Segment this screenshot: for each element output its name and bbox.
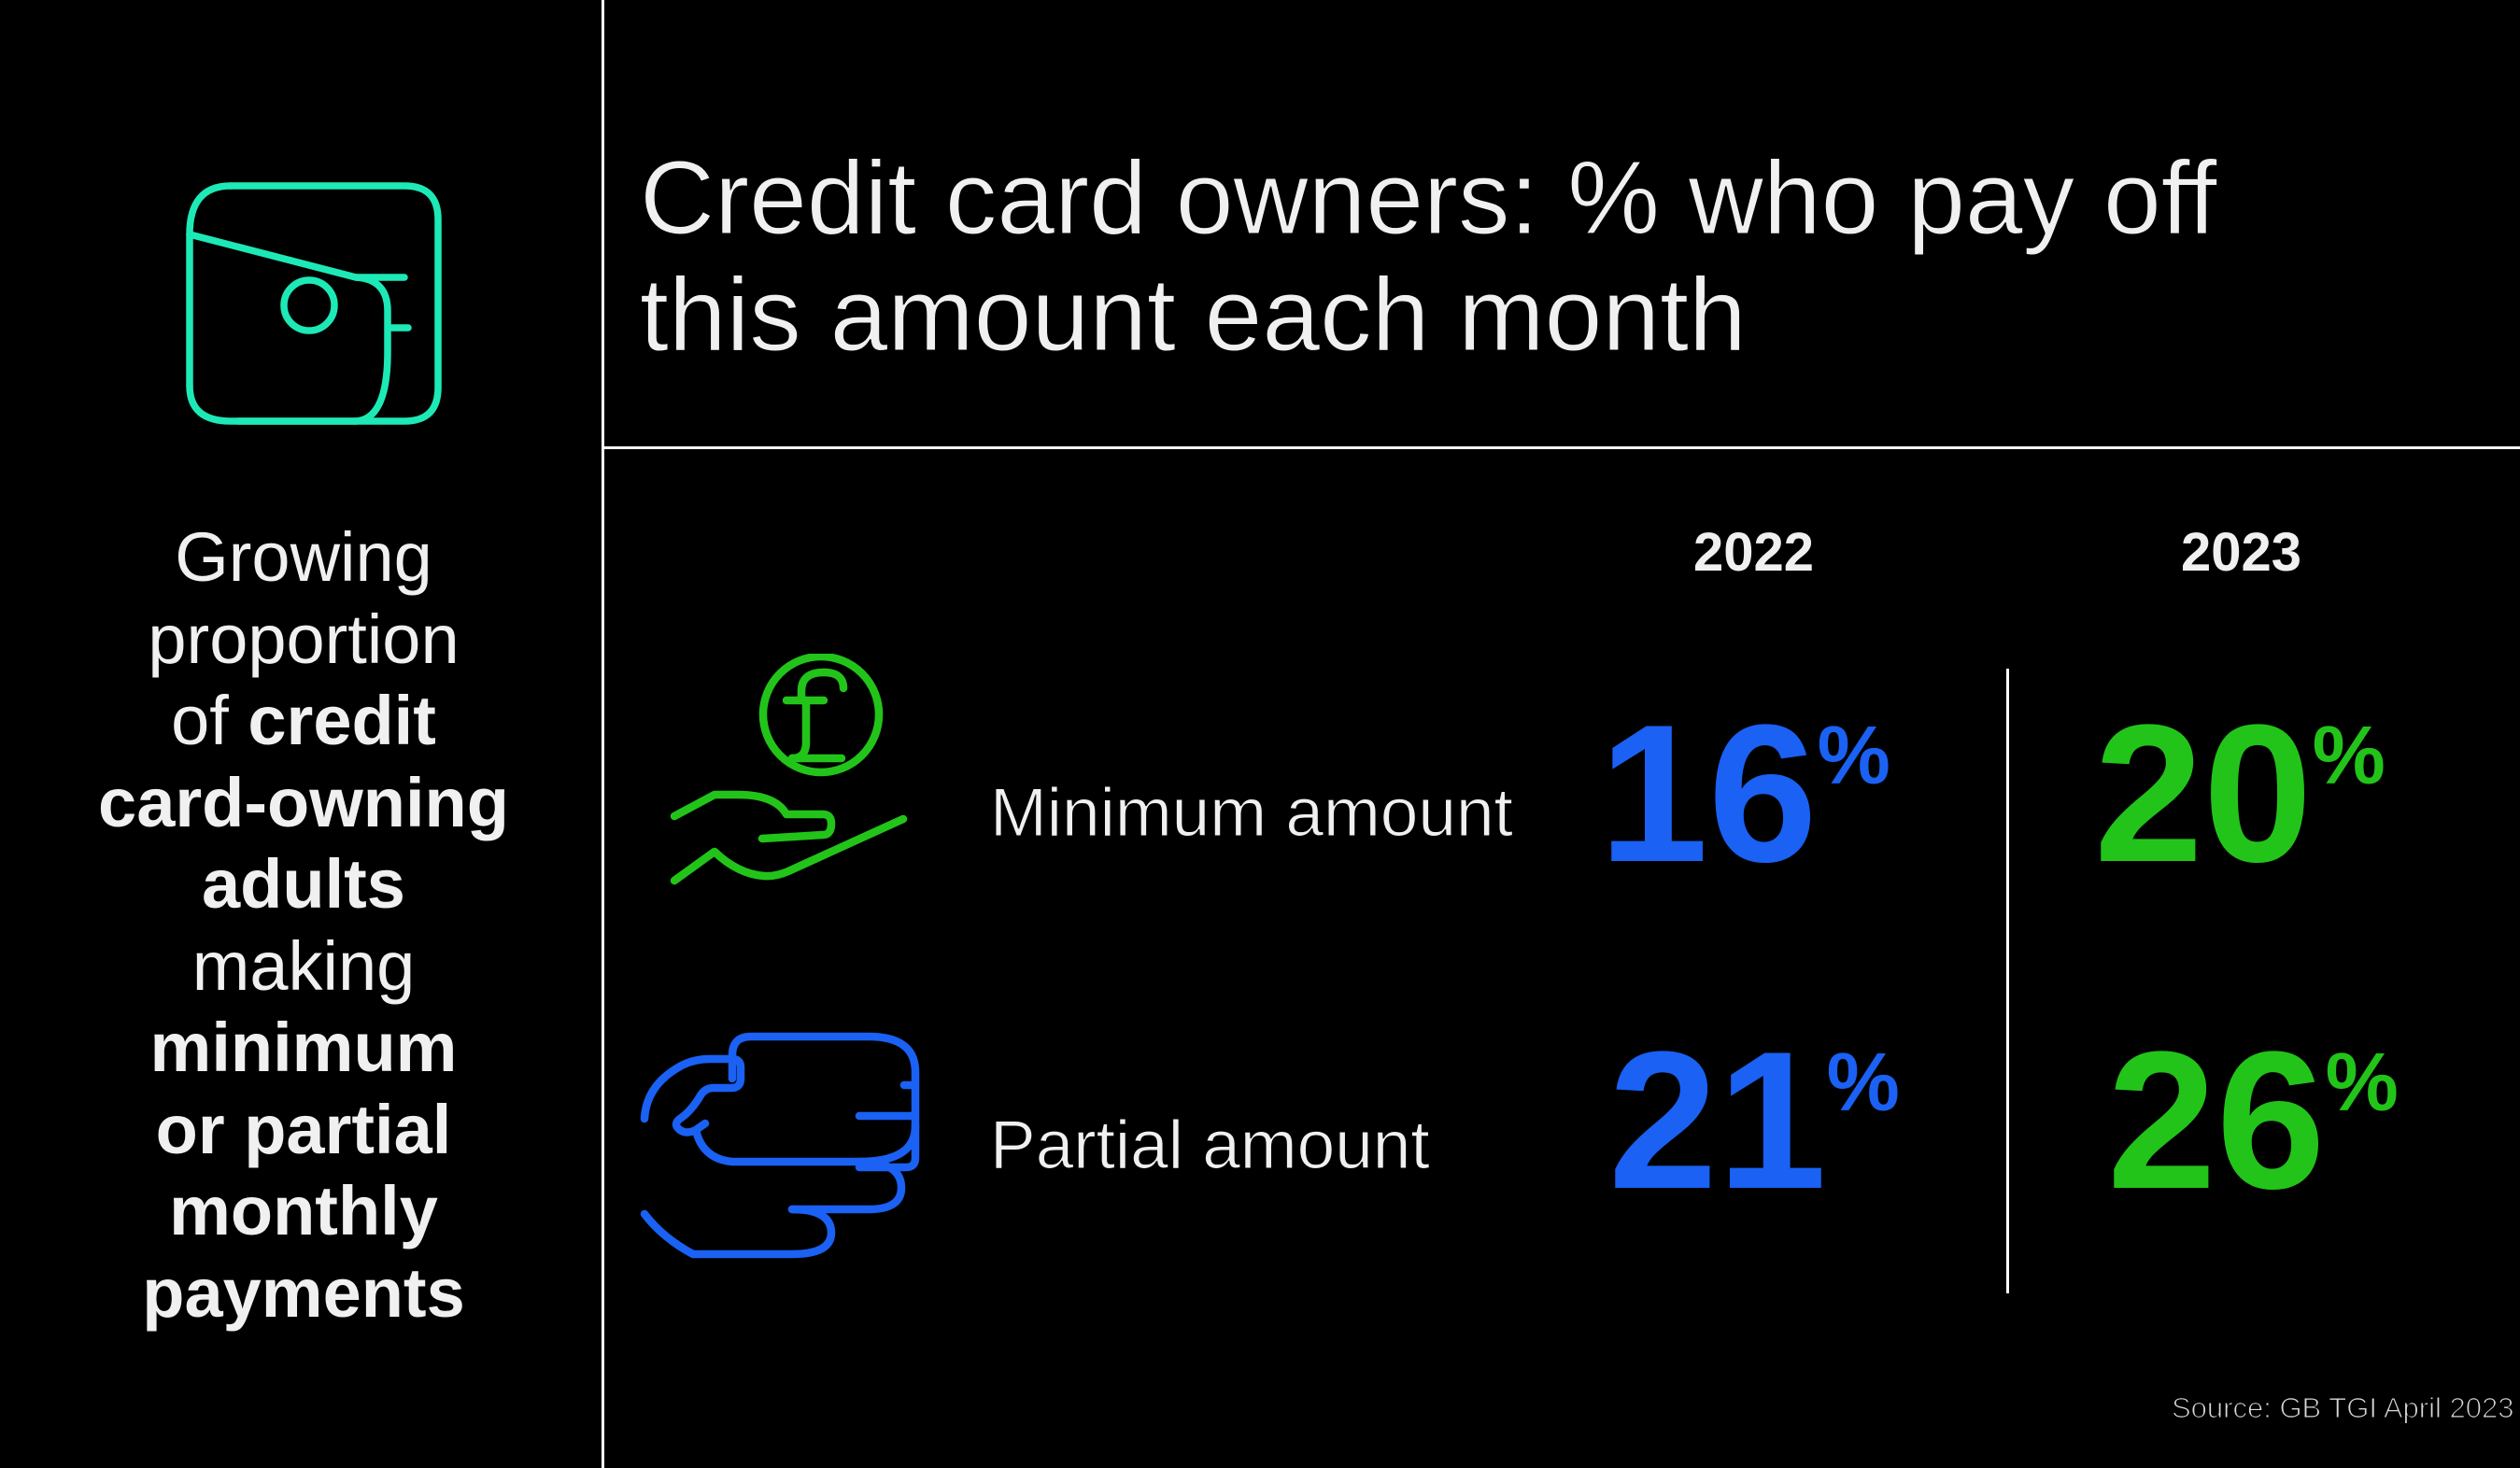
- svg-text:Partial amount: Partial amount: [990, 1108, 1430, 1183]
- svg-text:Credit card owners: % who pay: Credit card owners: % who pay off: [640, 140, 2217, 256]
- svg-text:this amount each month: this amount each month: [640, 257, 1747, 373]
- svg-text:Minimum amount: Minimum amount: [990, 775, 1513, 851]
- svg-text:Source: GB TGI April 2023: Source: GB TGI April 2023: [2172, 1391, 2513, 1424]
